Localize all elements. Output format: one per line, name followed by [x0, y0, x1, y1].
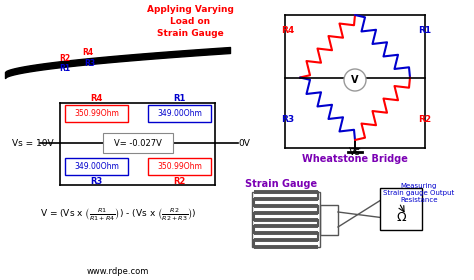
- Text: R1: R1: [173, 94, 186, 103]
- Text: R4: R4: [282, 26, 295, 35]
- Text: R3: R3: [84, 59, 96, 67]
- Text: 349.00Ohm: 349.00Ohm: [74, 162, 119, 171]
- Text: R4: R4: [91, 94, 103, 103]
- Text: Vs = 10V: Vs = 10V: [12, 139, 54, 148]
- Text: V= -0.027V: V= -0.027V: [114, 139, 162, 148]
- Bar: [380, 188, 422, 230]
- Bar: [252, 192, 320, 247]
- Text: R2: R2: [419, 115, 431, 124]
- Text: R2: R2: [173, 177, 186, 186]
- FancyBboxPatch shape: [148, 105, 211, 122]
- FancyBboxPatch shape: [65, 158, 128, 175]
- Text: Vs: Vs: [349, 147, 361, 157]
- Text: V: V: [351, 75, 359, 85]
- Text: R2: R2: [59, 53, 71, 62]
- Text: Wheatstone Bridge: Wheatstone Bridge: [302, 154, 408, 164]
- Text: Measuring
Strain gauge Output
Resistance: Measuring Strain gauge Output Resistance: [383, 183, 455, 203]
- Text: R1: R1: [59, 64, 71, 73]
- FancyBboxPatch shape: [65, 105, 128, 122]
- Text: R1: R1: [419, 26, 431, 35]
- FancyBboxPatch shape: [148, 158, 211, 175]
- Text: Applying Varying
Load on
Strain Gauge: Applying Varying Load on Strain Gauge: [146, 5, 233, 38]
- Bar: [320, 204, 338, 235]
- Text: R4: R4: [82, 48, 93, 57]
- Text: Ω: Ω: [396, 211, 406, 224]
- Text: 349.00Ohm: 349.00Ohm: [157, 109, 202, 118]
- Circle shape: [344, 69, 366, 91]
- Text: V = (Vs x $\left(\frac{R1}{R1+R4}\right)$) - (Vs x $\left(\frac{R2}{R2+R3}\right: V = (Vs x $\left(\frac{R1}{R1+R4}\right)…: [40, 207, 196, 223]
- Text: 0V: 0V: [238, 139, 250, 148]
- Text: 350.99Ohm: 350.99Ohm: [157, 162, 202, 171]
- Text: Strain Gauge: Strain Gauge: [245, 179, 317, 189]
- Text: www.rdpe.com: www.rdpe.com: [87, 267, 149, 277]
- FancyBboxPatch shape: [103, 133, 173, 153]
- Text: R3: R3: [282, 115, 294, 124]
- Text: R3: R3: [91, 177, 103, 186]
- Text: 350.99Ohm: 350.99Ohm: [74, 109, 119, 118]
